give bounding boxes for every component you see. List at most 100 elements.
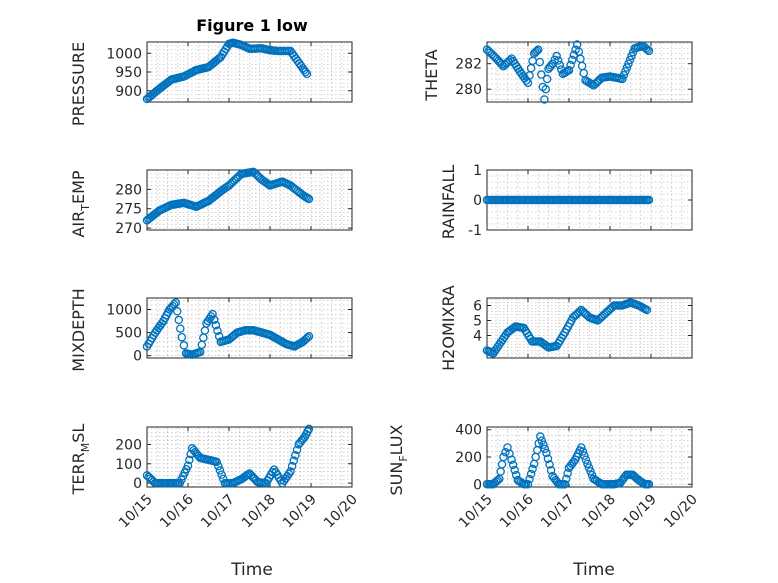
terr-msl-xtick-label: 10/17	[198, 492, 238, 532]
theta-data-point	[643, 45, 652, 54]
h2omixra-ytick-label: 6	[473, 299, 482, 315]
theta-data-point	[625, 55, 635, 65]
ylabel-air-temp-tail: EMP	[69, 170, 88, 204]
theta-data-point	[540, 95, 549, 104]
sun-flux-data-point	[526, 469, 536, 479]
mixdepth-data-point	[179, 341, 189, 350]
sun-flux-plot: 0 200 400 10/15 10/16 10/17 10/18 10/19 10/20	[455, 423, 701, 532]
rainfall-data-point	[644, 195, 654, 205]
sun-flux-ytick-label: 200	[455, 450, 482, 466]
rainfall-plot: -1 0 1	[468, 163, 693, 239]
sun-flux-xtick-label: 10/17	[538, 492, 578, 532]
terr-msl-xtick-label: 10/15	[116, 492, 156, 532]
h2omixra-ytick-label: 4	[473, 329, 482, 345]
ylabel-terr-msl-sub: M	[79, 443, 92, 453]
ylabel-h2omixra: H2OMIXRA	[439, 285, 458, 371]
ylabel-sun-flux-sub: F	[397, 455, 410, 461]
terr-msl-data-point	[217, 470, 226, 479]
theta-data-point	[537, 70, 546, 79]
sun-flux-data-point	[562, 474, 571, 484]
theta-data-point	[542, 74, 552, 84]
terr-msl-data-point	[304, 424, 314, 434]
terr-msl-data-point	[212, 457, 221, 467]
theta-data-point	[627, 51, 636, 61]
mixdepth-data-point	[169, 300, 179, 309]
sun-flux-data-point	[501, 447, 510, 457]
ylabel-terr-msl-main: TERR	[69, 452, 88, 495]
theta-data-point	[624, 59, 633, 68]
ylabel-pressure: PRESSURE	[69, 42, 88, 126]
terr-msl-data-point	[289, 456, 299, 465]
terr-msl-data-point	[284, 469, 294, 479]
mixdepth-axes-frame	[146, 297, 353, 359]
theta-data-point	[555, 60, 565, 70]
ylabel-sun-flux-main: SUN	[387, 462, 406, 496]
pressure-data-point	[301, 67, 310, 77]
terr-msl-data-point	[286, 467, 295, 476]
sun-flux-xtick-label: 10/16	[497, 491, 537, 531]
terr-msl-xtick-label: 10/16	[157, 491, 197, 531]
sun-flux-data-point	[546, 466, 556, 475]
ylabel-sun-flux: SUNFLUX	[387, 424, 410, 495]
terr-msl-xtick-label: 10/20	[321, 492, 361, 532]
theta-data-point	[621, 67, 630, 76]
terr-msl-data-point	[291, 451, 300, 460]
ylabel-rainfall: RAINFALL	[439, 165, 458, 240]
terr-msl-ytick-label: 200	[115, 437, 142, 453]
mixdepth-data-point	[209, 315, 219, 324]
theta-data-point	[531, 47, 540, 57]
terr-msl-xtick-label: 10/19	[280, 492, 320, 532]
ylabel-air-temp: AIRTEMP	[69, 170, 92, 237]
sun-flux-data-point	[563, 469, 572, 478]
mixdepth-data-point	[177, 332, 187, 342]
sun-flux-data-point	[539, 440, 548, 449]
terr-msl-axes-frame	[146, 426, 353, 488]
terr-msl-ytick-label: 100	[115, 457, 142, 473]
mixdepth-data-point	[208, 309, 217, 319]
theta-plot: 280 282	[455, 40, 693, 104]
theta-ytick-label: 282	[455, 57, 482, 73]
sun-flux-data-point	[540, 444, 550, 454]
sun-flux-data-point	[493, 475, 503, 485]
theta-data-point	[541, 84, 551, 94]
sun-flux-data-point	[508, 460, 518, 470]
pressure-ytick-label: 900	[115, 84, 142, 100]
air-temp-ytick-label: 275	[115, 202, 142, 218]
ylabel-sun-flux-tail: LUX	[387, 424, 406, 455]
sun-flux-data-point	[578, 447, 588, 456]
mixdepth-data-point	[304, 332, 314, 341]
mixdepth-data-point	[171, 298, 180, 307]
sun-flux-data-point	[499, 452, 508, 462]
sun-flux-data-point	[523, 480, 533, 489]
sun-flux-data-point	[542, 448, 551, 458]
ylabel-mixdepth: MIXDEPTH	[69, 288, 88, 371]
sun-flux-data-point	[586, 467, 595, 476]
terr-msl-data-point	[215, 466, 225, 475]
terr-msl-data-point	[183, 461, 193, 470]
pressure-ytick-label: 950	[115, 65, 142, 81]
terr-msl-plot: 0 100 200 10/15 10/16 10/17 10/18 10/19 10/20	[115, 424, 361, 532]
sun-flux-data-point	[581, 455, 591, 464]
sun-flux-data-point	[543, 454, 553, 463]
theta-data-point	[568, 55, 577, 65]
mixdepth-data-point	[176, 324, 185, 333]
sun-flux-data-point	[545, 460, 554, 469]
sun-flux-ytick-label: 400	[455, 423, 482, 439]
pressure-ytick-label: 1000	[106, 46, 142, 62]
mixdepth-plot: 0 500 1000	[106, 297, 353, 365]
rainfall-ytick-label: 0	[473, 193, 482, 209]
theta-data-point	[622, 63, 632, 72]
air-temp-ytick-label: 280	[115, 182, 142, 198]
sun-flux-data-point	[510, 465, 519, 475]
pressure-plot: 900 950 1000	[106, 38, 353, 104]
sun-flux-data-point	[536, 432, 545, 441]
theta-data-point	[566, 60, 575, 70]
terr-msl-data-point	[243, 470, 253, 479]
mixdepth-ytick-label: 500	[115, 326, 142, 342]
rainfall-ytick-label: -1	[468, 223, 482, 239]
theta-data-point	[534, 45, 543, 54]
theta-data-point	[618, 74, 627, 84]
mixdepth-data-point	[174, 315, 184, 325]
theta-data-point	[619, 70, 629, 80]
